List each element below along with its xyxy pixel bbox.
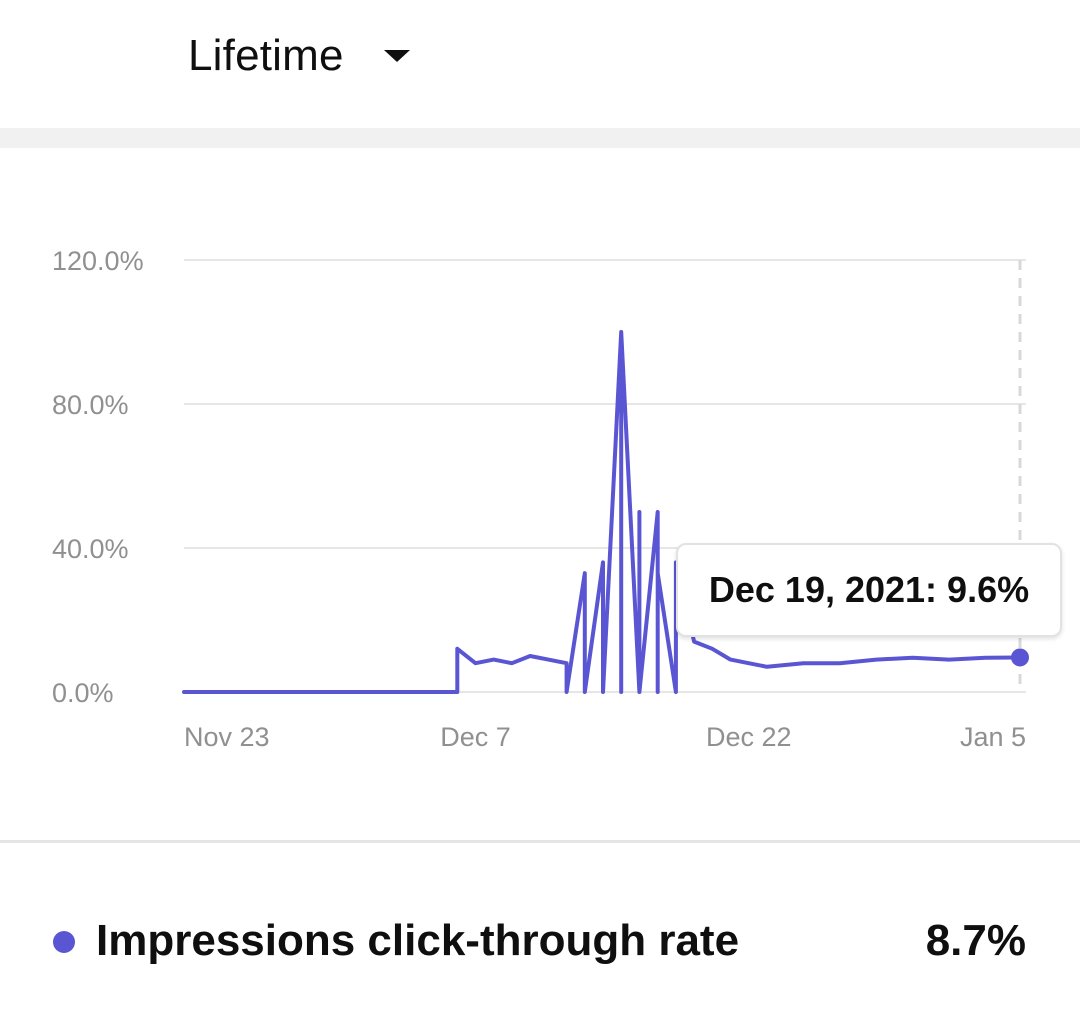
chart-tooltip: Dec 19, 2021: 9.6%: [676, 543, 1062, 637]
x-tick-label: Dec 7: [440, 722, 511, 752]
x-tick-label: Jan 5: [960, 722, 1026, 752]
section-separator: [0, 128, 1080, 148]
metric-value: 8.7%: [925, 916, 1026, 965]
ctr-line-chart[interactable]: 0.0% 40.0% 80.0% 120.0% Nov 23 Dec 7 Dec 22 Jan…: [0, 148, 1080, 840]
header: Lifetime: [0, 0, 1080, 128]
y-tick-label: 40.0%: [52, 534, 129, 564]
highlight-point: [1011, 648, 1029, 667]
divider: [0, 840, 1080, 843]
dot-icon: [53, 931, 75, 953]
chart-area[interactable]: 0.0% 40.0% 80.0% 120.0% Nov 23 Dec 7 Dec 22 Jan…: [0, 148, 1080, 840]
x-tick-label: Dec 22: [706, 722, 792, 752]
period-dropdown[interactable]: Lifetime: [188, 28, 410, 84]
metric-name: Impressions click-through rate: [96, 916, 740, 965]
period-label: Lifetime: [188, 31, 344, 80]
series-line: [182, 330, 1024, 694]
y-tick-label: 0.0%: [52, 678, 114, 708]
y-tick-label: 120.0%: [52, 246, 144, 276]
caret-down-icon: [383, 50, 410, 62]
metric-row[interactable]: Impressions click-through rate 8.7%: [0, 900, 1080, 984]
x-tick-label: Nov 23: [184, 722, 270, 752]
y-tick-label: 80.0%: [52, 390, 129, 420]
